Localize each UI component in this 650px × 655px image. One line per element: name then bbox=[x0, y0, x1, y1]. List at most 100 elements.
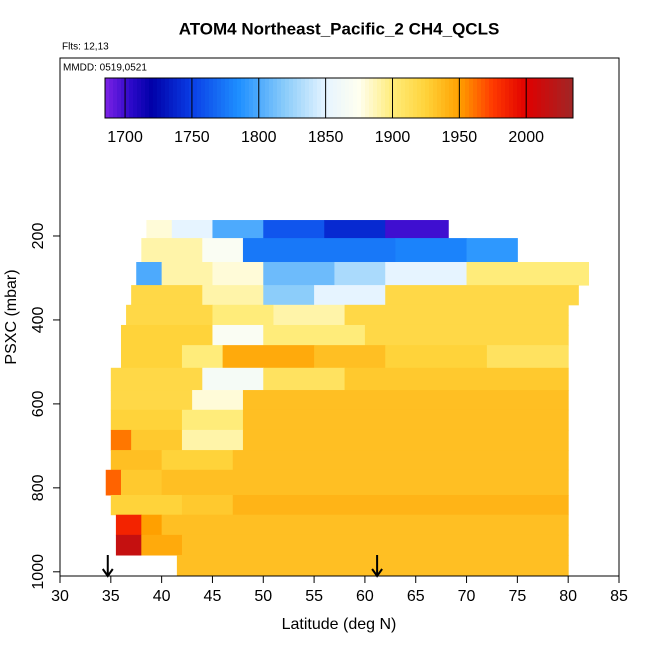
heatmap-cell bbox=[242, 390, 569, 411]
colorbar-swatch bbox=[369, 78, 374, 118]
heatmap-cell bbox=[110, 429, 132, 451]
heatmap-cell bbox=[120, 324, 213, 346]
colorbar-swatch bbox=[113, 78, 118, 118]
colorbar-swatch bbox=[421, 78, 426, 118]
colorbar-swatch bbox=[189, 78, 194, 118]
heatmap-cell bbox=[385, 345, 488, 369]
colorbar-swatch bbox=[493, 78, 498, 118]
colorbar-swatch bbox=[397, 78, 402, 118]
heatmap-cell bbox=[385, 220, 449, 239]
colorbar-swatch bbox=[333, 78, 338, 118]
colorbar-swatch bbox=[209, 78, 214, 118]
colorbar-swatch bbox=[377, 78, 382, 118]
arrow bbox=[101, 555, 114, 578]
colorbar-swatch bbox=[489, 78, 494, 118]
colorbar-swatch bbox=[509, 78, 514, 118]
colorbar-swatch bbox=[341, 78, 346, 118]
colorbar-swatch bbox=[181, 78, 186, 118]
heatmap-cell bbox=[115, 514, 142, 536]
x-tick-label: 85 bbox=[610, 588, 628, 605]
heatmap-cell bbox=[202, 367, 264, 391]
colorbar-swatch bbox=[165, 78, 170, 118]
heatmap-cell bbox=[263, 220, 325, 239]
colorbar-swatch bbox=[229, 78, 234, 118]
heatmap-cell bbox=[110, 409, 183, 431]
heatmap-cell bbox=[202, 238, 244, 263]
colorbar-swatch bbox=[373, 78, 378, 118]
colorbar-swatch bbox=[265, 78, 270, 118]
heatmap-cell bbox=[110, 390, 193, 411]
heatmap-cell bbox=[141, 534, 183, 556]
heatmap-cell bbox=[314, 345, 386, 369]
colorbar-swatch bbox=[461, 78, 466, 118]
colorbar-swatch bbox=[245, 78, 250, 118]
x-axis-label: Latitude (deg N) bbox=[282, 616, 397, 633]
colorbar-swatch bbox=[273, 78, 278, 118]
colorbar-tick-label: 1900 bbox=[375, 129, 411, 146]
colorbar-swatch bbox=[237, 78, 242, 118]
colorbar-swatch bbox=[261, 78, 266, 118]
colorbar-swatch bbox=[469, 78, 474, 118]
heatmap-cell bbox=[273, 304, 346, 326]
heatmap-cell bbox=[466, 262, 590, 286]
heatmap-cell bbox=[181, 534, 569, 556]
heatmap-cell bbox=[232, 494, 569, 516]
heatmap-cell bbox=[344, 304, 569, 326]
colorbar-swatch bbox=[269, 78, 274, 118]
colorbar-swatch bbox=[197, 78, 202, 118]
heatmap-cell bbox=[131, 285, 203, 306]
colorbar-swatch bbox=[465, 78, 470, 118]
heatmap-cell bbox=[161, 262, 213, 286]
colorbar-swatch bbox=[561, 78, 566, 118]
colorbar-swatch bbox=[401, 78, 406, 118]
heatmap-cell bbox=[141, 514, 163, 536]
colorbar-swatch bbox=[349, 78, 354, 118]
colorbar-swatch bbox=[313, 78, 318, 118]
colorbar-swatch bbox=[305, 78, 310, 118]
colorbar-swatch bbox=[353, 78, 358, 118]
colorbar-tick-label: 1750 bbox=[174, 129, 210, 146]
colorbar-swatch bbox=[429, 78, 434, 118]
plot-frame bbox=[59, 57, 620, 577]
colorbar-swatch bbox=[497, 78, 502, 118]
x-tick-label: 30 bbox=[51, 588, 69, 605]
heatmap-cell bbox=[110, 450, 163, 471]
colorbar-swatch bbox=[409, 78, 414, 118]
heatmap-cell bbox=[181, 429, 244, 451]
colorbar-swatch bbox=[425, 78, 430, 118]
y-tick-label: 400 bbox=[30, 306, 47, 333]
x-tick-label: 45 bbox=[204, 588, 222, 605]
heatmap-cell bbox=[110, 367, 203, 391]
colorbar-swatch bbox=[309, 78, 314, 118]
colorbar-swatch bbox=[317, 78, 322, 118]
colorbar-frame bbox=[104, 77, 574, 119]
colorbar-swatch bbox=[477, 78, 482, 118]
x-tick-label: 55 bbox=[305, 588, 323, 605]
colorbar-tick-label: 1800 bbox=[241, 129, 277, 146]
colorbar-swatch bbox=[329, 78, 334, 118]
colorbar-swatch bbox=[185, 78, 190, 118]
x-tick-label: 80 bbox=[559, 588, 577, 605]
colorbar-swatch bbox=[141, 78, 146, 118]
heatmap-cell bbox=[161, 450, 234, 471]
colorbar-swatch bbox=[241, 78, 246, 118]
y-tick-label: 600 bbox=[30, 390, 47, 417]
x-tick-label: 65 bbox=[407, 588, 425, 605]
colorbar-swatch bbox=[549, 78, 554, 118]
colorbar-swatch bbox=[481, 78, 486, 118]
colorbar-swatch bbox=[437, 78, 442, 118]
colorbar-swatch bbox=[337, 78, 342, 118]
colorbar-swatch bbox=[153, 78, 158, 118]
colorbar-swatch bbox=[217, 78, 222, 118]
colorbar-swatch bbox=[109, 78, 114, 118]
heatmap-cell bbox=[181, 345, 224, 369]
heatmap-cell bbox=[324, 220, 386, 239]
colorbar-swatch bbox=[433, 78, 438, 118]
colorbar-swatch bbox=[213, 78, 218, 118]
colorbar-swatch bbox=[485, 78, 490, 118]
colorbar-swatch bbox=[193, 78, 198, 118]
colorbar-swatch bbox=[453, 78, 458, 118]
colorbar-swatch bbox=[253, 78, 258, 118]
x-tick-label: 60 bbox=[356, 588, 374, 605]
colorbar-swatch bbox=[117, 78, 122, 118]
